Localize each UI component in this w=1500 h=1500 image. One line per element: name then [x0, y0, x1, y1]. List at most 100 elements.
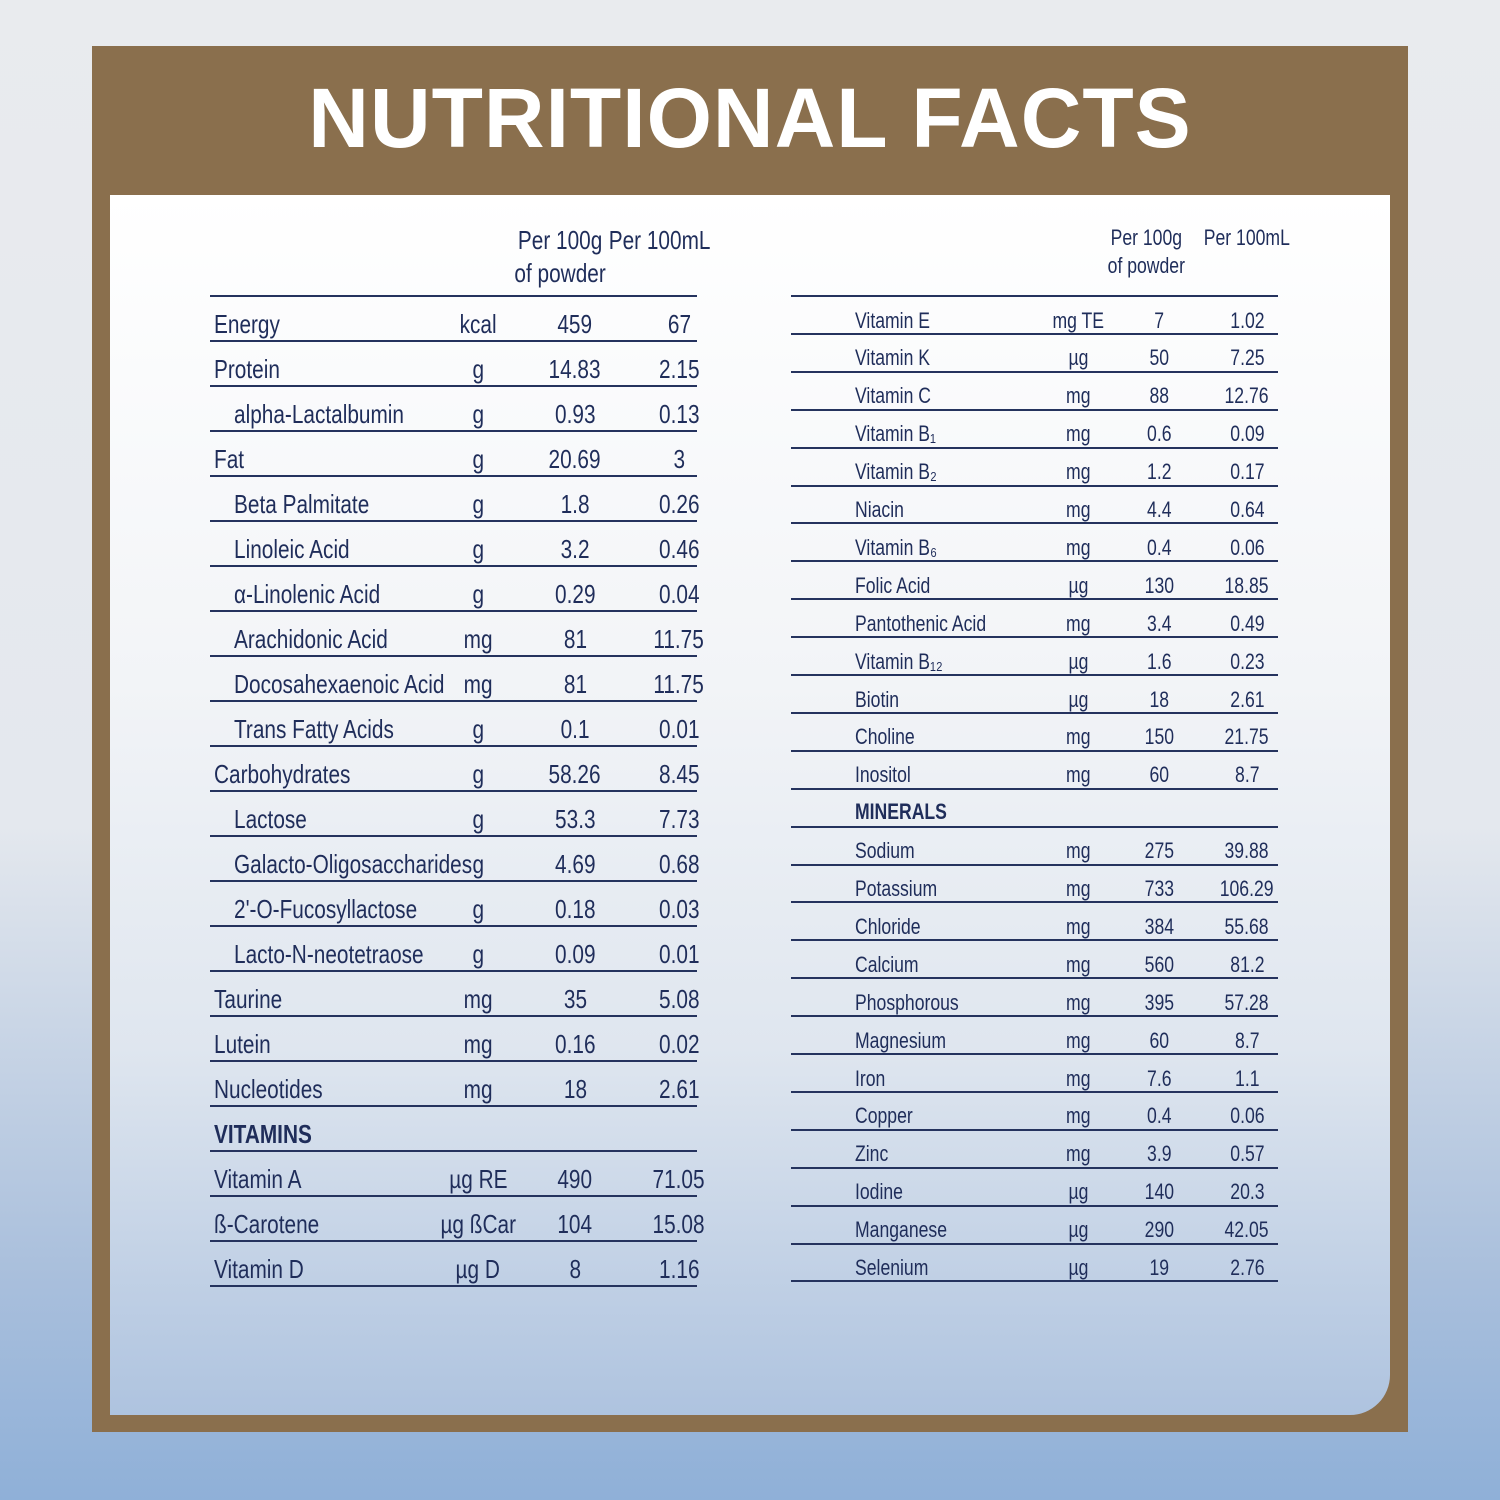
row-value: 0.02 [619, 1022, 739, 1067]
row-unit: mg [1018, 1135, 1138, 1173]
row-unit-text: µg D [455, 1254, 501, 1285]
row-label: Vitamin K [855, 339, 949, 377]
row-rule [791, 1280, 1278, 1283]
row-unit: mg [1018, 1022, 1138, 1060]
row-value-text: 88 [1149, 383, 1169, 409]
row-rule [210, 925, 697, 927]
row-unit-text: mg [1065, 876, 1091, 902]
row-label-text: Lacto-N-neotetraose [234, 939, 424, 970]
row-value-text: 0.29 [554, 579, 596, 610]
row-unit-text: mg [1065, 421, 1091, 447]
row-label-text: ß-Carotene [214, 1209, 320, 1240]
row-unit-text: µg [1068, 1179, 1088, 1205]
row-value-text: 50 [1149, 345, 1169, 371]
row-value-text: 1.16 [658, 1254, 700, 1285]
row-unit-text: µg RE [448, 1164, 508, 1195]
row-value-text: 0.46 [658, 534, 700, 565]
row-value: 1.6 [1099, 643, 1219, 681]
row-rule [791, 1166, 1278, 1169]
row-value: 0.6 [1099, 415, 1219, 453]
row-label-text: Biotin [855, 686, 900, 712]
column-header: Per 100g of powder [490, 224, 630, 289]
row-value-text: 0.01 [658, 939, 700, 970]
row-unit: mg [418, 662, 538, 707]
row-label: Linoleic Acid [234, 527, 379, 572]
row-label: Niacin [855, 491, 916, 529]
column-header-text: Per 100g of powder [1107, 225, 1185, 278]
panel [110, 195, 1390, 1415]
row-label-text: Galacto-Oligosaccharides [234, 849, 473, 880]
row-value: 4.69 [515, 842, 635, 887]
row-label: Galacto-Oligosaccharides [234, 842, 532, 887]
row-value: 39.88 [1187, 832, 1307, 870]
row-value: 18.85 [1187, 567, 1307, 605]
row-value: 140 [1099, 1173, 1219, 1211]
row-unit: mg [1018, 605, 1138, 643]
row-unit-text: g [472, 894, 484, 925]
row-value-text: 53.3 [554, 804, 596, 835]
row-value: 42.05 [1187, 1211, 1307, 1249]
row-value-text: 4.4 [1146, 497, 1172, 523]
row-unit-text: mg [1065, 1141, 1091, 1167]
row-value-text: 0.6 [1146, 421, 1172, 447]
row-rule [791, 749, 1278, 752]
section-heading-text: VITAMINS [214, 1118, 312, 1149]
row-value-text: 1.1 [1234, 1065, 1260, 1091]
row-value: 11.75 [619, 662, 739, 707]
row-rule [791, 636, 1278, 639]
row-value-text: 0.09 [1229, 421, 1265, 447]
row-value: 60 [1099, 756, 1219, 794]
row-rule [791, 711, 1278, 714]
row-label-text: Protein [214, 354, 280, 385]
row-value: 150 [1099, 718, 1219, 756]
row-unit-text: g [472, 759, 484, 790]
row-label-text: 2'-O-Fucosyllactose [234, 894, 418, 925]
header-rule [791, 295, 1278, 297]
row-value: 0.4 [1099, 1097, 1219, 1135]
row-unit-text: g [472, 444, 484, 475]
row-value-text: 2.61 [1229, 686, 1265, 712]
row-unit-text: µg [1068, 572, 1088, 598]
row-value: 0.17 [1187, 453, 1307, 491]
row-value-text: 18 [563, 1074, 587, 1105]
row-unit-text: mg [463, 1074, 493, 1105]
row-label: Manganese [855, 1211, 970, 1249]
row-value-text: 57.28 [1224, 989, 1270, 1015]
row-unit: g [418, 482, 538, 527]
row-label: Vitamin D [214, 1247, 326, 1292]
row-label: Pantothenic Acid [855, 605, 1019, 643]
row-value: 0.46 [619, 527, 739, 572]
row-label: Vitamin B₂ [855, 453, 957, 491]
row-value-text: 12.76 [1224, 383, 1270, 409]
row-label-text: Beta Palmitate [234, 489, 370, 520]
row-label: Lacto-N-neotetraose [234, 932, 471, 977]
row-rule [791, 787, 1278, 790]
row-unit: µg [1018, 1249, 1138, 1287]
row-unit-text: mg [1065, 838, 1091, 864]
row-value: 20.69 [515, 437, 635, 482]
row-value-text: 0.06 [1229, 1103, 1265, 1129]
row-rule [791, 1090, 1278, 1093]
row-label-text: Selenium [855, 1255, 929, 1281]
row-value-text: 14.83 [548, 354, 602, 385]
row-value-text: 560 [1144, 951, 1174, 977]
row-value: 50 [1099, 339, 1219, 377]
row-rule [791, 1053, 1278, 1055]
row-value: 1.8 [515, 482, 635, 527]
row-label-text: Taurine [214, 984, 283, 1015]
row-unit-text: mg [1065, 1103, 1091, 1129]
row-value-text: 81 [563, 669, 587, 700]
row-label: Magnesium [855, 1022, 969, 1060]
row-value: 15.08 [619, 1202, 739, 1247]
row-value-text: 0.93 [554, 399, 596, 430]
row-value: 0.09 [515, 932, 635, 977]
row-label: Energy [214, 302, 296, 347]
row-label: Copper [855, 1097, 927, 1135]
row-label-text: Chloride [855, 913, 921, 939]
row-rule [210, 1105, 697, 1107]
row-value-text: 39.88 [1224, 838, 1270, 864]
row-value: 7.73 [619, 797, 739, 842]
row-unit-text: µg [1068, 686, 1088, 712]
row-value-text: 0.06 [1229, 534, 1265, 560]
row-unit-text: g [472, 939, 484, 970]
